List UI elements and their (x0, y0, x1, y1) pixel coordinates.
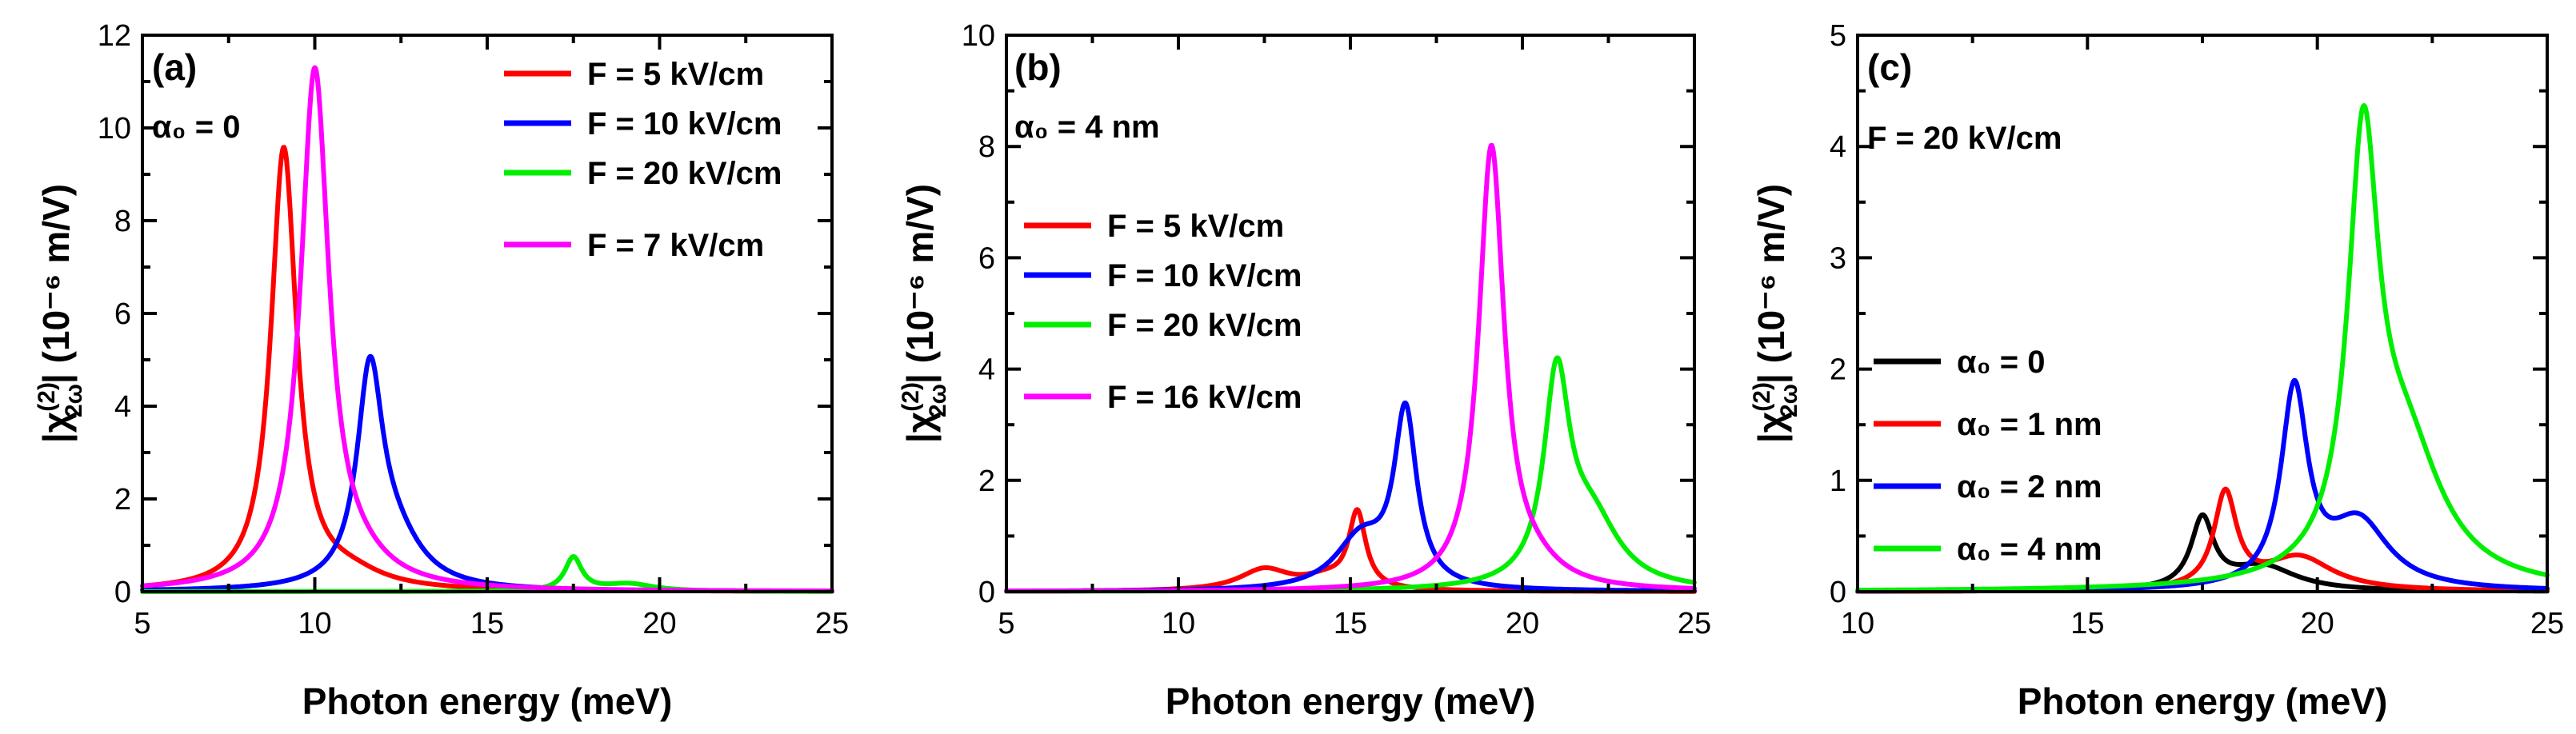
y-tick-label: 4 (114, 390, 131, 424)
y-axis-title: |χ(2)2ω| (10⁻⁶ m/V) (1749, 184, 1802, 443)
panel-label: (c) (1867, 46, 1912, 88)
legend-label: F = 5 kV/cm (587, 57, 764, 92)
x-tick-label: 25 (815, 607, 849, 640)
series-line-1 (140, 145, 834, 594)
legend-label: F = 10 kV/cm (1107, 258, 1302, 293)
y-tick-label: 0 (978, 576, 995, 609)
y-tick-label: 6 (114, 297, 131, 331)
legend: α₀ = 0 α₀ = 1 nm α₀ = 2 nm α₀ = 4 nm (1874, 345, 2102, 567)
legend-label: α₀ = 1 nm (1957, 407, 2102, 442)
legend-label: F = 7 kV/cm (587, 228, 764, 263)
y-tick-label: 1 (1830, 465, 1846, 498)
x-tick-label: 25 (1678, 607, 1711, 640)
legend-label: F = 16 kV/cm (1107, 380, 1302, 415)
x-tick-label: 20 (642, 607, 676, 640)
panel-annotation: α₀ = 4 nm (1014, 110, 1160, 145)
y-tick-label: 6 (978, 241, 995, 275)
y-tick-label: 5 (1830, 19, 1846, 53)
x-tick-label: 20 (1506, 607, 1539, 640)
y-tick-label: 2 (1830, 353, 1846, 387)
legend-label: α₀ = 0 (1957, 345, 2045, 380)
y-axis-title: |χ(2)2ω| (10⁻⁶ m/V) (898, 184, 951, 443)
legend: F = 5 kV/cm F = 10 kV/cm F = 20 kV/cm F = 1… (1024, 209, 1302, 415)
y-axis-title: |χ(2)2ω| (10⁻⁶ m/V) (34, 184, 87, 443)
legend: F = 5 kV/cm F = 10 kV/cm F = 20 kV/cm F = 7… (504, 57, 782, 263)
x-tick-label: 10 (298, 607, 331, 640)
x-tick-label: 15 (2070, 607, 2104, 640)
legend-label: F = 10 kV/cm (587, 106, 782, 142)
series-line-2 (1004, 400, 1697, 594)
chart-panel-1: 5 10 15 20 25 0 2 4 6 8 10 12 Photon energy (meV) |χ(… (34, 19, 849, 722)
x-tick-label: 15 (1334, 607, 1367, 640)
chart-panel-2: 5 10 15 20 25 0 2 4 6 8 10 Photon energy (meV) |χ(2)… (898, 19, 1711, 722)
x-axis-title: Photon energy (meV) (2018, 680, 2388, 722)
y-tick-label: 10 (98, 112, 131, 146)
x-tick-label: 15 (470, 607, 504, 640)
y-tick-label: 4 (1830, 130, 1846, 164)
chart-panel-3: 10 15 20 25 0 1 2 3 4 5 Photon energy (meV) |χ(2)2ω… (1749, 19, 2564, 722)
x-axis-title: Photon energy (meV) (302, 680, 673, 722)
y-tick-label: 2 (114, 483, 131, 517)
y-tick-label: 8 (978, 130, 995, 164)
plot-frame (1856, 34, 2549, 593)
y-tick-label: 8 (114, 205, 131, 238)
y-tick-label: 0 (1830, 576, 1846, 609)
legend-label: F = 5 kV/cm (1107, 209, 1284, 244)
x-tick-label: 10 (1162, 607, 1195, 640)
y-tick-label: 3 (1830, 241, 1846, 275)
panel-annotation: F = 20 kV/cm (1867, 121, 2062, 156)
y-tick-label: 2 (978, 465, 995, 498)
y-tick-label: 10 (962, 19, 995, 53)
y-tick-label: 0 (114, 576, 131, 609)
x-tick-label: 25 (2530, 607, 2564, 640)
series-line-4 (140, 65, 834, 594)
legend-label: F = 20 kV/cm (1107, 308, 1302, 343)
panel-label: (a) (152, 46, 197, 88)
legend-label: α₀ = 4 nm (1957, 532, 2102, 567)
x-tick-label: 5 (134, 607, 150, 640)
y-tick-label: 4 (978, 353, 995, 387)
x-tick-label: 5 (998, 607, 1014, 640)
legend-label: F = 20 kV/cm (587, 156, 782, 191)
legend-label: α₀ = 2 nm (1957, 469, 2102, 505)
x-tick-label: 20 (2301, 607, 2334, 640)
y-tick-label: 12 (98, 19, 131, 53)
x-axis-title: Photon energy (meV) (1166, 680, 1536, 722)
panel-label: (b) (1014, 46, 1062, 88)
panel-annotation: α₀ = 0 (152, 110, 240, 145)
x-tick-label: 10 (1841, 607, 1874, 640)
